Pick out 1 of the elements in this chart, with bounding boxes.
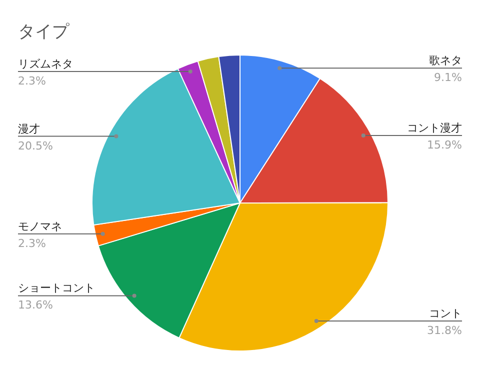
title: タイプ bbox=[18, 22, 69, 42]
